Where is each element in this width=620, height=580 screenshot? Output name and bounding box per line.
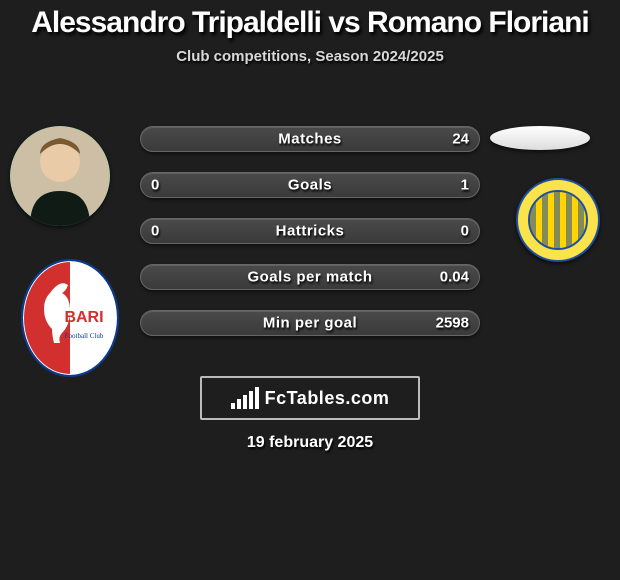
player-avatar-left bbox=[10, 126, 110, 226]
page-subtitle: Club competitions, Season 2024/2025 bbox=[0, 48, 620, 65]
svg-text:Football Club: Football Club bbox=[65, 332, 104, 340]
stat-row-min-per-goal: Min per goal 2598 bbox=[140, 310, 480, 336]
stat-label: Min per goal bbox=[263, 315, 357, 332]
stat-label: Hattricks bbox=[276, 223, 345, 240]
club-left-label: BARI bbox=[64, 309, 103, 326]
club-badge-left: BARI Football Club bbox=[20, 258, 120, 378]
stat-label: Matches bbox=[278, 131, 342, 148]
stat-left-value: 0 bbox=[151, 223, 159, 240]
footer-date: 19 february 2025 bbox=[0, 434, 620, 452]
stat-row-goals: 0 Goals 1 bbox=[140, 172, 480, 198]
bar-chart-icon bbox=[231, 387, 259, 409]
stat-label: Goals bbox=[288, 177, 332, 194]
brand-box: FcTables.com bbox=[200, 376, 420, 420]
stat-left-value: 0 bbox=[151, 177, 159, 194]
club-badge-right bbox=[516, 178, 600, 262]
stat-right-value: 1 bbox=[461, 177, 469, 194]
stat-row-hattricks: 0 Hattricks 0 bbox=[140, 218, 480, 244]
stat-label: Goals per match bbox=[247, 269, 372, 286]
stat-right-value: 0 bbox=[461, 223, 469, 240]
brand-text: FcTables.com bbox=[265, 388, 390, 409]
stat-row-goals-per-match: Goals per match 0.04 bbox=[140, 264, 480, 290]
stat-right-value: 24 bbox=[452, 131, 469, 148]
avatar-placeholder-icon bbox=[10, 126, 110, 226]
page-title: Alessandro Tripaldelli vs Romano Florian… bbox=[0, 0, 620, 40]
stat-right-value: 2598 bbox=[436, 315, 469, 332]
stats-container: Matches 24 0 Goals 1 0 Hattricks 0 Goals… bbox=[140, 126, 480, 356]
stat-row-matches: Matches 24 bbox=[140, 126, 480, 152]
player-avatar-right bbox=[490, 126, 590, 150]
stat-right-value: 0.04 bbox=[440, 269, 469, 286]
